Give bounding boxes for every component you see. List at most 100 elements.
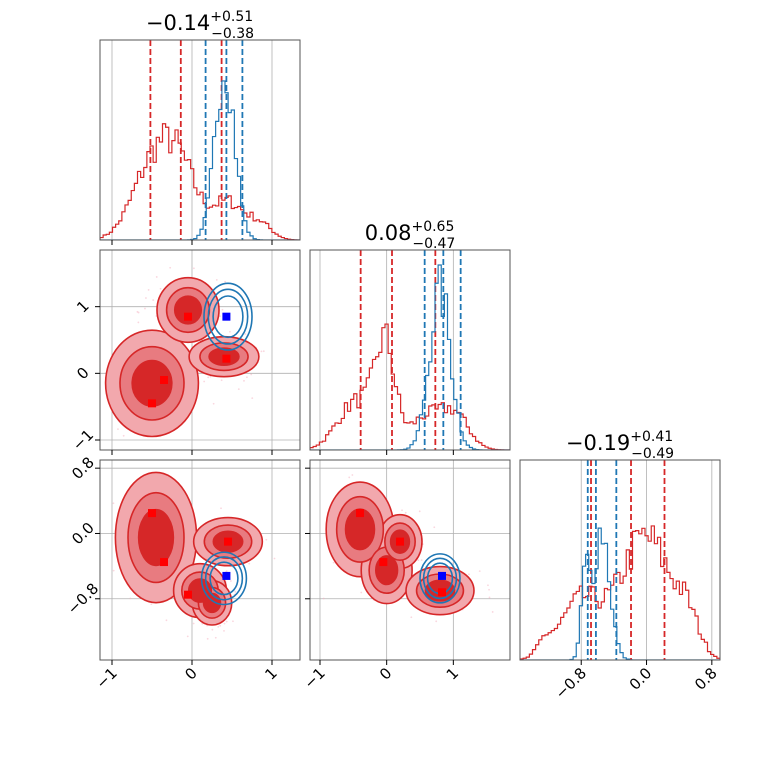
blue-contour-level-2 [422, 557, 458, 600]
y-tick-label: 0.0 [68, 519, 98, 549]
y-tick-label: 0 [73, 364, 92, 383]
title-upper-error: +0.65 [411, 219, 454, 235]
sample-point [229, 580, 232, 582]
panel-title-param-1: −0.14+0.51 −0.38 [146, 9, 254, 42]
sample-point [207, 376, 210, 379]
sample-point [165, 619, 168, 622]
title-value: −0.19 [566, 431, 630, 455]
red-density-level-3 [137, 508, 244, 614]
x-tick-label: −1 [92, 664, 120, 692]
sample-point [488, 588, 490, 591]
sample-point [112, 569, 115, 572]
sample-point [251, 397, 254, 399]
sample-point [487, 584, 489, 587]
sample-point [250, 373, 253, 376]
x-tick-label: 0 [376, 664, 395, 683]
blue-contour-level-3 [209, 561, 239, 596]
x-tick-label: 1 [261, 664, 280, 683]
red-density-level-3 [131, 295, 240, 407]
x-tick-label: 0.0 [626, 664, 656, 694]
sample-point [169, 266, 172, 269]
x-tick-label: −0.8 [552, 664, 590, 702]
blue-contour-level-2 [204, 556, 244, 601]
red-marker [438, 588, 446, 597]
sample-point [232, 620, 234, 623]
y-tick-label: −1 [69, 426, 97, 454]
sample-point [433, 526, 436, 529]
title-value: −0.14 [146, 11, 210, 35]
sample-point [243, 379, 245, 382]
panel-title-param-3: −0.19+0.41 −0.49 [566, 429, 674, 462]
red-contour [137, 508, 175, 567]
red-marker [222, 354, 231, 363]
blue-contour-level-3 [212, 295, 244, 339]
red-contour [173, 295, 203, 325]
x-tick-label: 1 [443, 664, 462, 683]
sample-point [215, 278, 218, 281]
sample-point [225, 570, 228, 573]
sample-point [322, 597, 325, 600]
sample-point [152, 299, 155, 301]
red-marker [184, 312, 192, 321]
red-marker [224, 537, 232, 546]
sample-point [404, 511, 407, 514]
sample-point [417, 559, 420, 562]
blue-marker [222, 571, 231, 580]
sample-point [332, 561, 335, 564]
scatter-param-2-vs-3: −1 0 1 [300, 459, 511, 692]
sample-point [223, 622, 226, 625]
x-tick-label: 0.8 [691, 664, 721, 694]
sample-point [435, 620, 438, 623]
red-marker [160, 376, 168, 384]
blue-marker [438, 571, 446, 580]
sample-point [225, 620, 228, 623]
histogram-param-1 [99, 39, 301, 245]
x-tick-label: 0 [181, 664, 200, 683]
sample-point [211, 628, 214, 631]
sample-point [401, 509, 403, 512]
sample-point [468, 573, 470, 576]
blue-contour-level-1 [419, 553, 461, 604]
sample-point [129, 597, 132, 600]
sample-point [220, 379, 223, 382]
sample-point [420, 559, 423, 562]
blue-contour-level-1 [203, 282, 253, 351]
y-tick-label: 1 [73, 297, 92, 316]
sample-point [147, 289, 150, 291]
sample-point [192, 622, 195, 625]
sample-point [260, 350, 263, 353]
sample-point [186, 635, 189, 638]
red-marker [160, 558, 168, 567]
blue-histogram [100, 80, 300, 240]
sample-point [219, 315, 221, 318]
red-histogram [310, 323, 510, 450]
sample-point [217, 625, 220, 628]
blue-contour-level-1 [200, 551, 248, 606]
red-marker [184, 590, 192, 599]
sample-point [214, 636, 217, 639]
scatter-param-1-vs-2: −1 0 1 [69, 249, 301, 455]
histogram-param-2 [309, 249, 511, 455]
red-histogram [520, 525, 720, 660]
sample-point [360, 591, 363, 594]
sample-point [418, 510, 421, 513]
sample-point [351, 474, 354, 476]
sample-point [137, 311, 140, 314]
sample-point [221, 308, 224, 311]
sample-point [410, 616, 413, 619]
sample-point [220, 507, 222, 510]
sample-point [478, 570, 481, 573]
histogram-param-3: −0.8 0.0 0.8 [519, 459, 721, 703]
sample-point [122, 434, 125, 437]
red-histogram [100, 123, 300, 240]
sample-point [246, 376, 248, 379]
sample-point [112, 502, 115, 505]
blue-histogram [520, 527, 720, 660]
scatter-param-1-vs-3: −1 0 1−0.80.00.8 [64, 453, 301, 692]
sample-point [206, 637, 209, 640]
red-marker [396, 537, 404, 546]
red-marker [379, 558, 388, 567]
red-marker [148, 399, 156, 408]
sample-point [244, 333, 247, 335]
red-marker [356, 509, 364, 518]
